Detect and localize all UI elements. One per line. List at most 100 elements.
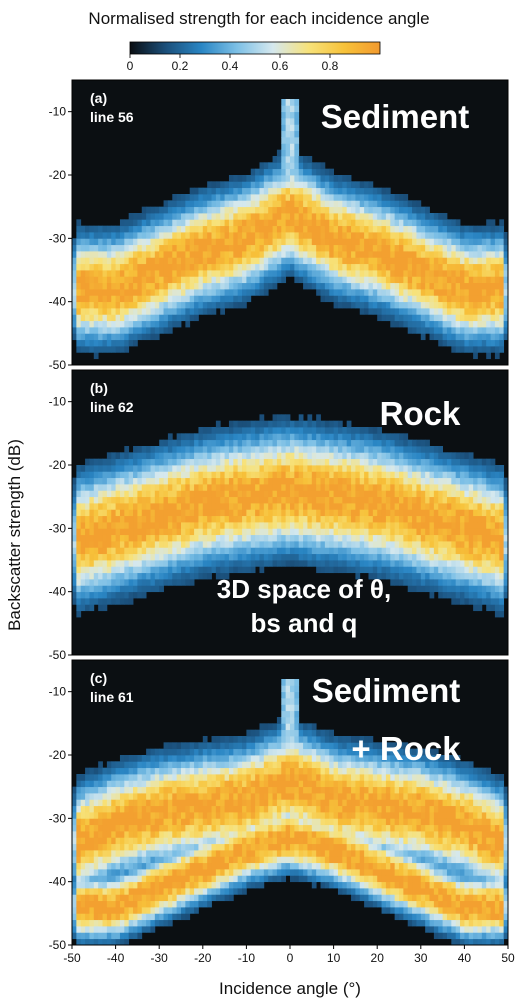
heatmap-cell [324,219,330,227]
heatmap-cell [224,572,230,580]
heatmap-cell [181,225,186,233]
heatmap-cell [111,346,116,353]
heatmap-cell [416,238,422,246]
heatmap-cell [390,219,396,227]
heatmap-cell [346,194,352,201]
heatmap-cell [481,598,487,605]
heatmap-cell [141,232,147,239]
heatmap-cell [85,553,90,561]
heatmap-cell [481,585,487,593]
heatmap-cell [224,515,230,523]
heatmap-cell [128,755,134,762]
heatmap-cell [355,194,361,201]
heatmap-cell [333,257,339,265]
heatmap-cell [407,219,413,227]
heatmap-cell [290,99,295,106]
heatmap-cell [425,503,430,510]
heatmap-cell [111,534,116,542]
heatmap-cell [460,452,465,460]
heatmap-cell [276,560,282,567]
heatmap-cell [455,458,461,466]
heatmap-cell [390,553,396,561]
heatmap-cell [250,433,256,441]
heatmap-cell [106,522,112,529]
heatmap-cell [220,206,225,214]
heatmap-cell [133,327,138,334]
heatmap-cell [425,458,430,466]
heatmap-cell [276,427,282,434]
heatmap-cell [311,276,317,284]
heatmap-cell [394,541,400,548]
heatmap-cell [72,831,77,838]
heatmap-cell [368,446,374,453]
heatmap-cell [359,446,365,453]
heatmap-cell [154,257,160,265]
heatmap-cell [242,420,247,428]
heatmap-cell [207,276,212,284]
heatmap-cell [337,534,343,542]
heatmap-cell [281,522,287,529]
heatmap-cell [106,477,112,485]
heatmap-cell [481,282,487,290]
heatmap-cell [128,913,134,921]
heatmap-cell [268,484,273,491]
heatmap-cell [220,465,225,472]
heatmap-cell [390,194,396,201]
heatmap-cell [242,446,247,453]
heatmap-cell [102,522,108,529]
heatmap-cell [272,522,278,529]
heatmap-cell [486,270,491,277]
heatmap-cell [355,547,361,555]
heatmap-cell [106,560,112,567]
heatmap-cell [412,477,417,485]
heatmap-cell [481,333,487,341]
heatmap-cell [385,206,391,214]
heatmap-cell [80,522,86,529]
heatmap-cell [381,465,387,472]
heatmap-cell [425,528,430,536]
heatmap-cell [442,503,448,510]
heatmap-cell [377,433,382,441]
heatmap-cell [167,289,173,296]
heatmap-cell [494,522,500,529]
heatmap-cell [150,522,156,529]
heatmap-cell [329,282,334,290]
heatmap-cell [246,515,252,523]
heatmap-cell [119,875,125,883]
heatmap-cell [242,458,247,466]
heatmap-cell [207,289,212,296]
heatmap-cell [150,547,156,555]
heatmap-cell [451,339,457,347]
heatmap-cell [433,244,439,252]
heatmap-cell [159,308,164,315]
heatmap-cell [420,471,426,479]
heatmap-cell [294,522,300,529]
heatmap-cell [425,276,430,284]
heatmap-cell [346,232,352,239]
heatmap-cell [285,528,291,536]
heatmap-cell [211,219,217,227]
heatmap-cell [372,490,378,498]
heatmap-cell [303,547,308,555]
heatmap-cell [150,579,156,586]
heatmap-cell [228,465,234,472]
heatmap-cell [281,484,287,491]
heatmap-cell [246,484,252,491]
heatmap-cell [93,888,99,895]
heatmap-cell [425,553,430,561]
heatmap-cell [351,509,356,517]
heatmap-cell [342,547,348,555]
heatmap-cell [111,509,116,517]
heatmap-cell [473,270,478,277]
heatmap-cell [198,257,204,265]
heatmap-cell [93,458,99,466]
heatmap-cell [263,289,269,296]
heatmap-cell [167,503,173,510]
heatmap-cell [272,553,278,561]
heatmap-cell [85,824,90,832]
heatmap-cell [246,251,252,258]
heatmap-cell [351,553,356,561]
heatmap-cell [412,225,417,233]
heatmap-cell [111,251,116,258]
heatmap-cell [385,465,391,472]
